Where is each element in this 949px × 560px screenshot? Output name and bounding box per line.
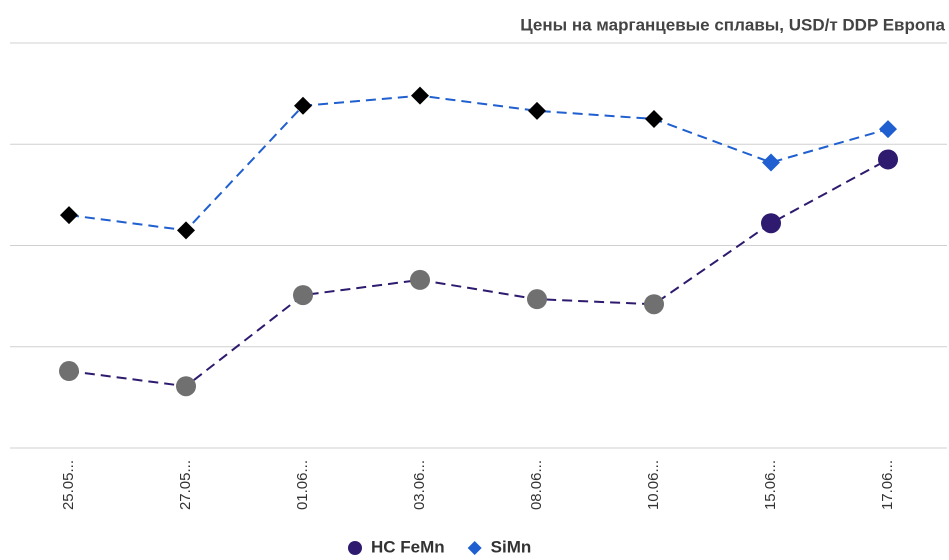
legend-label: HC FeMn [371, 537, 445, 556]
x-tick-label: 17.06... [879, 460, 896, 510]
series-line [68, 94, 889, 232]
point [527, 289, 547, 310]
point [644, 294, 664, 315]
point [176, 376, 196, 397]
legend-marker [348, 541, 362, 555]
point [761, 213, 781, 234]
point [762, 153, 780, 172]
point [878, 149, 898, 170]
point [879, 120, 897, 139]
chart-title: Цены на марганцевые сплавы, USD/т DDP Ев… [520, 15, 945, 34]
point [528, 101, 546, 120]
point [410, 269, 430, 290]
x-tick-label: 10.06... [645, 460, 662, 510]
series-line [68, 158, 889, 388]
legend-label: SiMn [491, 537, 532, 556]
x-tick-label: 27.05... [177, 460, 194, 510]
legend-marker [467, 541, 482, 555]
point [293, 285, 313, 306]
point [59, 361, 79, 382]
x-tick-label: 08.06... [528, 460, 545, 510]
x-tick-label: 25.05... [60, 460, 77, 510]
point [645, 109, 663, 128]
x-tick-label: 01.06... [294, 460, 311, 510]
x-tick-label: 15.06... [762, 460, 779, 510]
point [60, 206, 78, 225]
x-tick-label: 03.06... [411, 460, 428, 510]
point [294, 96, 312, 115]
point [177, 221, 195, 240]
point [411, 86, 429, 105]
